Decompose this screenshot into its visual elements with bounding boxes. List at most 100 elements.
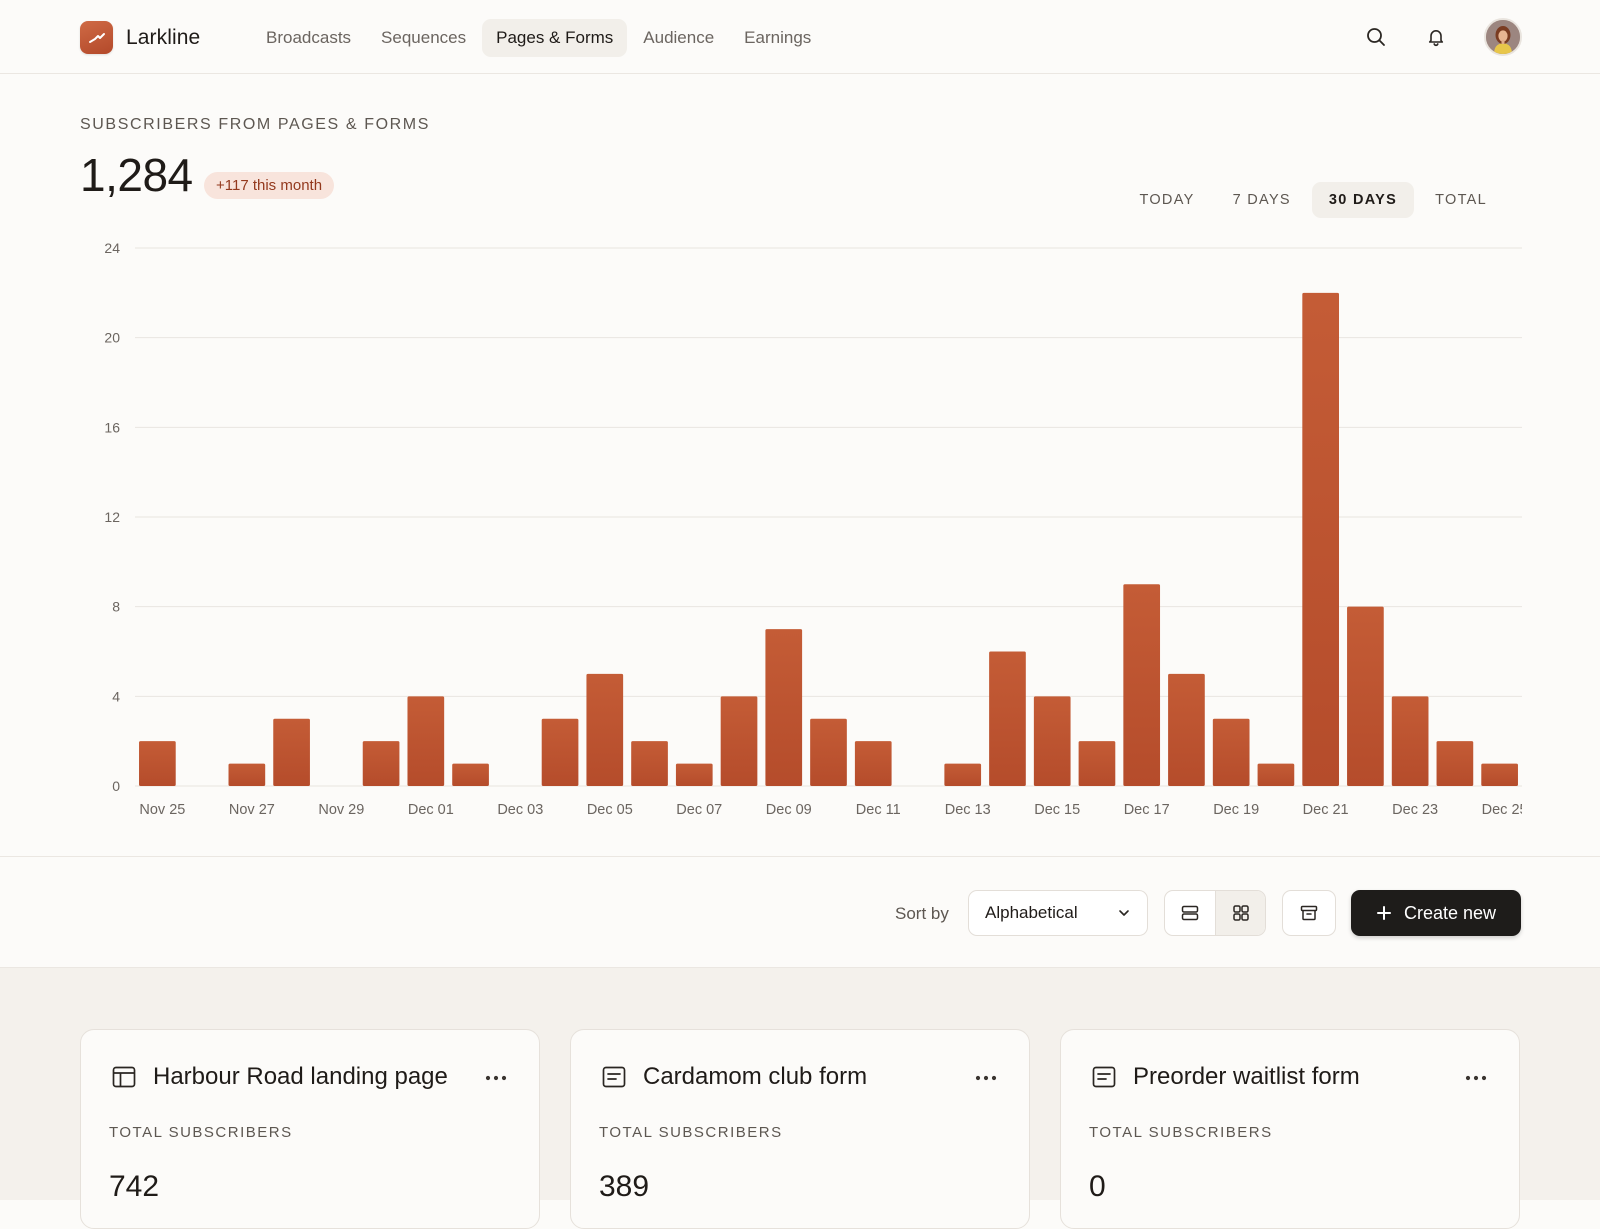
bar-dec-07[interactable] <box>675 763 713 786</box>
card-title: Harbour Road landing page <box>153 1063 448 1090</box>
card-title: Cardamom club form <box>643 1063 868 1090</box>
create-new-button[interactable]: Create new <box>1351 890 1521 936</box>
bar-dec-18[interactable] <box>1168 673 1205 786</box>
grid-view-icon <box>1232 905 1249 921</box>
card-harbour-road-landing-page[interactable]: Harbour Road landing page TOTAL SUBSCRIB… <box>80 1029 540 1229</box>
card-cardamom-club-form[interactable]: Cardamom club form TOTAL SUBSCRIBERS 389 <box>570 1029 1030 1229</box>
nav-item-sequences[interactable]: Sequences <box>381 28 467 47</box>
x-tick-label: Dec 21 <box>1303 802 1349 818</box>
larkline-logo-icon <box>80 21 113 54</box>
range-tabs: TODAY 7 DAYS 30 DAYS TOTAL <box>1122 182 1504 218</box>
y-tick-label: 20 <box>104 330 120 346</box>
card-more-button[interactable] <box>975 1068 997 1086</box>
bar-dec-06[interactable] <box>631 741 668 786</box>
y-tick-label: 16 <box>104 419 120 435</box>
bar-dec-05[interactable] <box>586 673 624 786</box>
more-horizontal-icon <box>485 1075 507 1081</box>
sort-select-value: Alphabetical <box>985 903 1078 922</box>
list-view-button[interactable] <box>1165 891 1215 935</box>
range-tab-30-days[interactable]: 30 DAYS <box>1311 182 1415 218</box>
sort-label: Sort by <box>895 904 949 923</box>
more-horizontal-icon <box>975 1075 997 1081</box>
card-title: Preorder waitlist form <box>1133 1063 1360 1090</box>
card-label: TOTAL SUBSCRIBERS <box>599 1124 783 1141</box>
bar-dec-17[interactable] <box>1123 584 1161 786</box>
x-tick-label: Dec 05 <box>587 802 633 818</box>
bar-nov-30[interactable] <box>362 741 400 786</box>
monthly-change-badge: +117 this month <box>204 172 335 199</box>
archive-icon <box>1300 905 1318 921</box>
x-tick-label: Dec 07 <box>676 802 722 818</box>
list-view-icon <box>1181 905 1199 921</box>
x-tick-label: Nov 27 <box>229 802 275 818</box>
bar-dec-08[interactable] <box>720 696 758 786</box>
create-new-label: Create new <box>1403 902 1497 923</box>
landing-page-icon <box>112 1066 136 1088</box>
bar-dec-23[interactable] <box>1391 696 1429 786</box>
brand-name: Larkline <box>126 25 201 49</box>
chart-svg: 0 4 8 12 16 20 24 Nov 25 Nov 27 Nov 29 Dec 01 Dec 0… <box>104 240 1522 818</box>
bar-dec-09[interactable] <box>765 629 803 786</box>
x-tick-label: Dec 11 <box>856 802 901 818</box>
bar-nov-27[interactable] <box>228 763 266 786</box>
bar-dec-19[interactable] <box>1212 718 1250 786</box>
nav-item-earnings[interactable]: Earnings <box>744 28 812 47</box>
range-tab-7-days[interactable]: 7 DAYS <box>1232 192 1291 208</box>
bar-dec-02[interactable] <box>452 763 489 786</box>
main-nav: Broadcasts Sequences Pages & Forms Audie… <box>252 19 825 57</box>
form-icon <box>602 1066 626 1088</box>
card-value: 0 <box>1089 1170 1106 1203</box>
bell-icon <box>1428 30 1444 47</box>
bar-nov-25[interactable] <box>139 741 176 786</box>
search-button[interactable] <box>1360 21 1392 53</box>
bar-dec-22[interactable] <box>1347 606 1384 786</box>
bar-dec-04[interactable] <box>541 718 579 786</box>
y-tick-label: 0 <box>112 778 120 794</box>
bar-dec-13[interactable] <box>944 763 982 786</box>
bar-dec-10[interactable] <box>810 718 847 786</box>
card-value: 742 <box>109 1170 160 1203</box>
bar-dec-20[interactable] <box>1257 763 1295 786</box>
card-label: TOTAL SUBSCRIBERS <box>1089 1124 1273 1141</box>
x-tick-label: Dec 13 <box>945 802 991 818</box>
x-tick-label: Dec 17 <box>1124 802 1170 818</box>
x-tick-label: Dec 23 <box>1392 802 1438 818</box>
section-divider <box>0 856 1600 857</box>
card-more-button[interactable] <box>1465 1068 1487 1086</box>
brand[interactable]: Larkline <box>80 21 200 54</box>
bar-dec-16[interactable] <box>1078 741 1116 786</box>
sort-select[interactable]: Alphabetical <box>968 890 1148 936</box>
x-tick-label: Dec 09 <box>766 802 812 818</box>
bar-dec-21[interactable] <box>1302 292 1340 786</box>
range-tab-today[interactable]: TODAY <box>1139 192 1195 208</box>
x-tick-label: Dec 25 <box>1482 802 1522 818</box>
nav-item-broadcasts[interactable]: Broadcasts <box>266 28 352 47</box>
nav-item-audience[interactable]: Audience <box>643 28 715 47</box>
search-icon <box>1367 28 1385 46</box>
x-tick-label: Dec 03 <box>497 802 543 818</box>
bar-dec-25[interactable] <box>1481 763 1518 786</box>
x-tick-label: Dec 19 <box>1213 802 1259 818</box>
bar-dec-15[interactable] <box>1033 696 1071 786</box>
subscriber-count: 1,284 <box>80 149 193 201</box>
bar-dec-01[interactable] <box>407 696 445 786</box>
more-horizontal-icon <box>1465 1075 1487 1081</box>
card-preorder-waitlist-form[interactable]: Preorder waitlist form TOTAL SUBSCRIBERS… <box>1060 1029 1520 1229</box>
x-tick-label: Dec 01 <box>408 802 454 818</box>
range-tab-total[interactable]: TOTAL <box>1435 192 1487 208</box>
card-more-button[interactable] <box>485 1068 507 1086</box>
y-tick-label: 8 <box>112 599 120 615</box>
nav-item-pages-forms[interactable]: Pages & Forms <box>482 19 628 57</box>
top-navigation-bar: Larkline Broadcasts Sequences Pages & Fo… <box>0 0 1600 74</box>
subscribers-bar-chart: 0 4 8 12 16 20 24 Nov 25 Nov 27 Nov 29 Dec 01 Dec 0… <box>80 232 1522 832</box>
notifications-button[interactable] <box>1420 21 1452 53</box>
y-tick-label: 12 <box>104 509 120 525</box>
bar-dec-24[interactable] <box>1436 741 1474 786</box>
card-value: 389 <box>599 1170 650 1203</box>
grid-view-button[interactable] <box>1215 891 1265 935</box>
archive-button[interactable] <box>1282 890 1336 936</box>
user-avatar[interactable] <box>1484 18 1522 56</box>
bar-nov-28[interactable] <box>273 718 310 786</box>
bar-dec-14[interactable] <box>989 651 1026 787</box>
bar-dec-11[interactable] <box>854 741 892 786</box>
